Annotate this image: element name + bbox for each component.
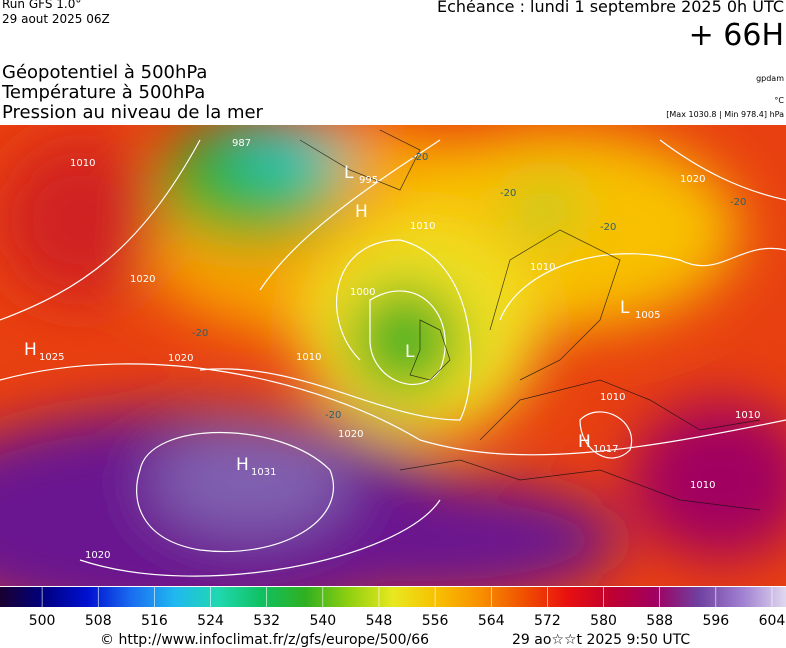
- colorbar-label: 580: [590, 613, 617, 629]
- colorbar-label: 532: [253, 613, 280, 629]
- unit: gpdam: [756, 74, 784, 83]
- valid-time: Echéance : lundi 1 septembre 2025 0h UTC: [437, 0, 784, 16]
- contour-label: 1010: [410, 221, 435, 232]
- pressure-center-value: 1017: [593, 444, 618, 455]
- colorbar-label: 556: [422, 613, 449, 629]
- pressure-center-type: H: [578, 432, 591, 452]
- contour-label: 1010: [600, 392, 625, 403]
- pressure-center-type: H: [236, 455, 249, 475]
- unit: °C: [774, 96, 784, 105]
- timestamp: 29 ao☆☆t 2025 9:50 UTC: [512, 632, 690, 648]
- pressure-center-type: H: [24, 340, 37, 360]
- source-url: © http://www.infoclimat.fr/z/gfs/europe/…: [100, 632, 429, 648]
- colorbar-label: 516: [141, 613, 168, 629]
- run-date: 29 aout 2025 06Z: [2, 12, 110, 26]
- contour-label: -20: [412, 152, 428, 163]
- colorbar-label: 500: [29, 613, 56, 629]
- contour-label: 1010: [735, 410, 760, 421]
- colorbar-label: 604: [759, 613, 786, 629]
- pressure-center-type: L: [620, 298, 630, 318]
- pressure-center-value: 1025: [39, 352, 64, 363]
- field-title: Pression au niveau de la mer: [2, 102, 263, 123]
- run-label: Run GFS 1.0°: [2, 0, 82, 11]
- colorbar-label: 588: [646, 613, 673, 629]
- contour-label: 1010: [70, 158, 95, 169]
- contour-label: 1010: [296, 352, 321, 363]
- lead-time: + 66H: [688, 18, 784, 53]
- colorbar-label: 508: [85, 613, 112, 629]
- unit: [Max 1030.8 | Min 978.4] hPa: [666, 110, 784, 119]
- pressure-center-type: L: [405, 342, 415, 362]
- contour-label: 1020: [130, 274, 155, 285]
- colorbar-label: 572: [534, 613, 561, 629]
- contour-label: -20: [730, 197, 746, 208]
- colorbar-label: 548: [366, 613, 393, 629]
- colorbar-label: 564: [478, 613, 505, 629]
- contour-label: 1020: [168, 353, 193, 364]
- contour-label: 1020: [338, 429, 363, 440]
- contour-label: 987: [232, 138, 251, 149]
- contour-label: -20: [600, 222, 616, 233]
- colorbar-label: 596: [702, 613, 729, 629]
- colorbar-label: 540: [309, 613, 336, 629]
- pressure-center-value: 995: [359, 175, 378, 186]
- contour-label: 1010: [530, 262, 555, 273]
- contour-label: -20: [500, 188, 516, 199]
- pressure-center-value: 1031: [251, 467, 276, 478]
- field: [0, 125, 786, 586]
- contour-label: 1010: [690, 480, 715, 491]
- contour-label: 1020: [85, 550, 110, 561]
- field-title: Température à 500hPa: [2, 82, 206, 103]
- contour-label: 1020: [680, 174, 705, 185]
- contour-label: -20: [325, 410, 341, 421]
- colorbar-label: 524: [197, 613, 224, 629]
- contour-label: -20: [192, 328, 208, 339]
- field-title: Géopotentiel à 500hPa: [2, 62, 208, 83]
- pressure-center-value: 1005: [635, 310, 660, 321]
- pressure-center-type: H: [355, 202, 368, 222]
- contour-label: 1000: [350, 287, 375, 298]
- pressure-center-type: L: [344, 163, 354, 183]
- colorbar: [0, 587, 786, 607]
